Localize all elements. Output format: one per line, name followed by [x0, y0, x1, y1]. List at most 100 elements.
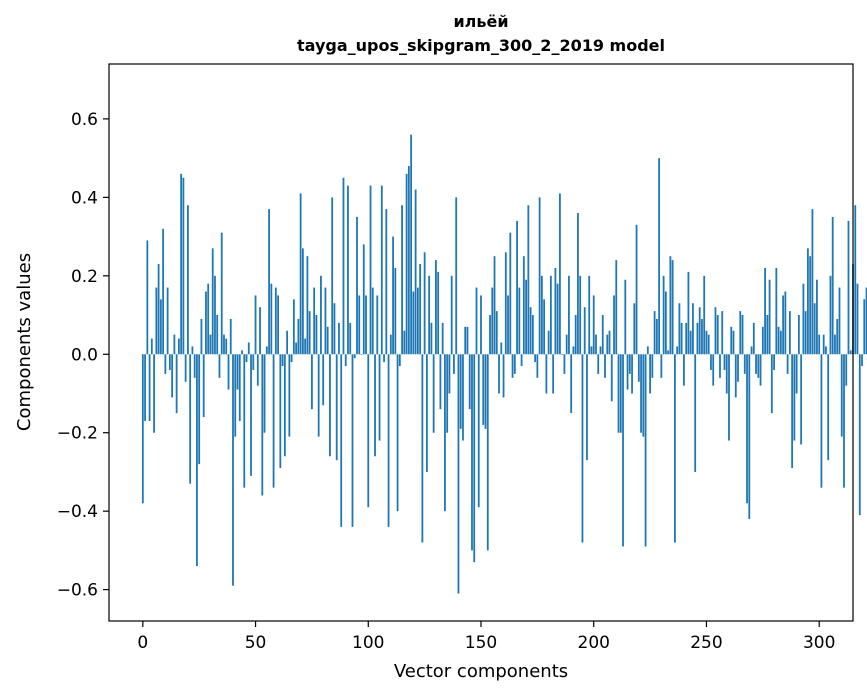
bar-182: [552, 354, 555, 394]
bar-74: [308, 311, 311, 355]
bar-92: [349, 322, 352, 355]
bar-21: [189, 354, 192, 484]
bar-50: [254, 295, 257, 355]
bar-59: [274, 287, 277, 355]
bar-52: [259, 307, 261, 355]
bar-261: [730, 326, 733, 355]
bar-244: [692, 303, 694, 355]
bar-179: [545, 354, 548, 394]
bar-202: [597, 354, 600, 374]
bar-99: [365, 295, 367, 355]
y-tick-label: 0.6: [71, 110, 98, 130]
bar-166: [516, 220, 518, 355]
bar-249: [703, 275, 706, 355]
bar-209: [613, 295, 615, 355]
bar-109: [387, 354, 390, 527]
bar-181: [549, 275, 552, 355]
x-tick-label: 150: [465, 633, 497, 653]
bar-164: [511, 354, 514, 378]
bar-257: [721, 311, 724, 355]
bar-47: [247, 342, 250, 355]
bar-133: [441, 322, 444, 355]
bar-200: [592, 295, 595, 355]
bar-207: [608, 330, 611, 355]
bar-4: [150, 338, 153, 355]
bar-32: [214, 275, 216, 355]
bar-231: [662, 275, 665, 355]
bar-151: [482, 354, 485, 425]
bar-291: [797, 315, 800, 355]
bar-124: [421, 354, 424, 543]
bar-44: [241, 350, 243, 355]
bar-283: [779, 330, 782, 355]
bar-224: [646, 346, 649, 355]
bar-268: [746, 354, 748, 504]
bar-195: [581, 354, 584, 543]
bar-145: [468, 354, 471, 410]
bar-14: [173, 334, 176, 355]
chart-title-line-1: ильёй: [453, 12, 508, 31]
bar-97: [360, 354, 363, 355]
bar-267: [743, 354, 746, 374]
bar-69: [297, 318, 300, 355]
bar-232: [664, 291, 667, 355]
bar-252: [710, 354, 712, 370]
bar-10: [164, 354, 167, 374]
bar-51: [256, 354, 259, 386]
y-tick-label: 0.0: [71, 345, 98, 365]
bar-146: [471, 354, 473, 551]
bar-132: [439, 354, 442, 410]
bar-28: [205, 291, 207, 355]
bar-177: [540, 275, 543, 355]
bar-46: [245, 354, 248, 363]
bar-212: [619, 354, 622, 433]
bar-192: [574, 315, 577, 355]
bar-277: [766, 315, 769, 355]
bar-289: [793, 354, 796, 441]
bar-187: [563, 354, 566, 374]
bar-297: [811, 209, 814, 355]
bar-222: [642, 354, 645, 437]
bar-199: [590, 346, 593, 355]
bar-15: [175, 354, 178, 414]
bar-239: [680, 322, 683, 355]
bar-6: [155, 287, 158, 355]
bar-312: [845, 354, 848, 386]
bar-90: [344, 354, 347, 367]
bar-225: [649, 354, 651, 394]
bar-41: [234, 354, 237, 437]
bar-120: [412, 291, 415, 355]
x-axis-ticks: 0 50 100 150 200 250 300: [137, 621, 835, 653]
bar-188: [565, 334, 568, 355]
bar-296: [809, 256, 812, 355]
bar-319: [861, 354, 863, 367]
bar-66: [290, 354, 293, 363]
bar-180: [547, 330, 550, 355]
bar-113: [396, 354, 399, 512]
bar-85: [333, 303, 336, 355]
bar-73: [306, 256, 309, 355]
bar-237: [676, 346, 679, 355]
bar-206: [606, 334, 609, 355]
bar-129: [432, 354, 435, 433]
bar-235: [671, 260, 674, 355]
bar-98: [362, 244, 365, 355]
x-tick-label: 250: [690, 633, 722, 653]
bar-93: [351, 354, 354, 527]
bar-30: [209, 334, 212, 355]
bar-220: [637, 354, 640, 382]
bar-278: [768, 279, 771, 355]
bar-155: [491, 287, 494, 355]
bar-295: [807, 248, 809, 355]
bar-37: [225, 338, 228, 355]
bar-55: [265, 346, 268, 355]
bar-285: [784, 291, 787, 355]
bar-314: [849, 350, 852, 355]
bar-307: [834, 334, 836, 355]
bar-317: [856, 283, 859, 355]
x-tick-label: 200: [578, 633, 610, 653]
bar-281: [775, 267, 778, 355]
bar-22: [191, 346, 194, 355]
y-tick-label: −0.6: [57, 581, 98, 601]
bar-107: [383, 354, 385, 363]
